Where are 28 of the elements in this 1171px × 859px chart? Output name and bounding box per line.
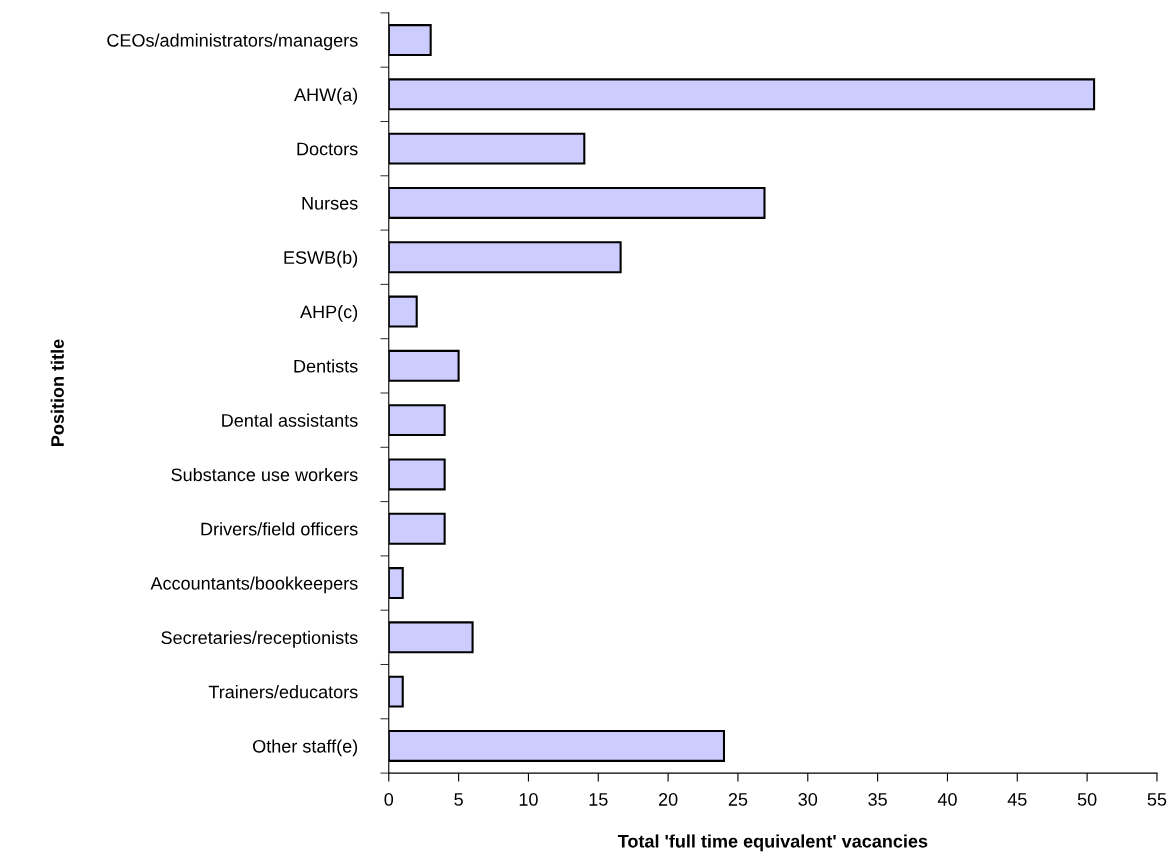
y-tick-label: Other staff(e)	[253, 739, 358, 757]
x-tick-label: 20	[658, 793, 678, 806]
y-tick-label: AHP(c)	[300, 305, 358, 322]
x-tick-label: 45	[1007, 793, 1027, 806]
x-tick-label: 50	[1077, 793, 1097, 806]
x-tick-label: 30	[798, 793, 818, 806]
y-tick-label: Dental assistants	[222, 413, 358, 427]
y-tick-label: Secretaries/receptionists	[161, 630, 358, 648]
x-tick-label: 40	[937, 793, 957, 806]
x-tick-label: 10	[519, 793, 538, 806]
y-tick-label: Drivers/field officers	[201, 522, 358, 536]
y-tick-label: Dentists	[294, 359, 358, 373]
y-tick-label: Doctors	[297, 142, 358, 156]
x-tick-label: 15	[589, 793, 608, 806]
y-tick-label: AHW(a)	[294, 87, 358, 105]
x-tick-label: 0	[384, 793, 394, 806]
y-tick-label: Substance use workers	[171, 467, 358, 482]
y-tick-label: ESWB(b)	[284, 250, 358, 268]
x-tick-label: 25	[728, 793, 748, 806]
y-tick-label: Nurses	[302, 197, 358, 210]
y-tick-label: Trainers/educators	[208, 685, 358, 699]
x-axis-title: Total 'full time equivalent' vacancies	[617, 834, 928, 852]
y-tick-label: CEOs/administrators/managers	[107, 33, 358, 51]
x-tick-label: 5	[454, 793, 463, 806]
x-tick-label: 35	[868, 793, 887, 806]
y-tick-label: Accountants/bookkeepers	[150, 576, 358, 594]
y-axis-title: Position title	[50, 339, 64, 446]
x-tick-label: 55	[1147, 793, 1167, 806]
